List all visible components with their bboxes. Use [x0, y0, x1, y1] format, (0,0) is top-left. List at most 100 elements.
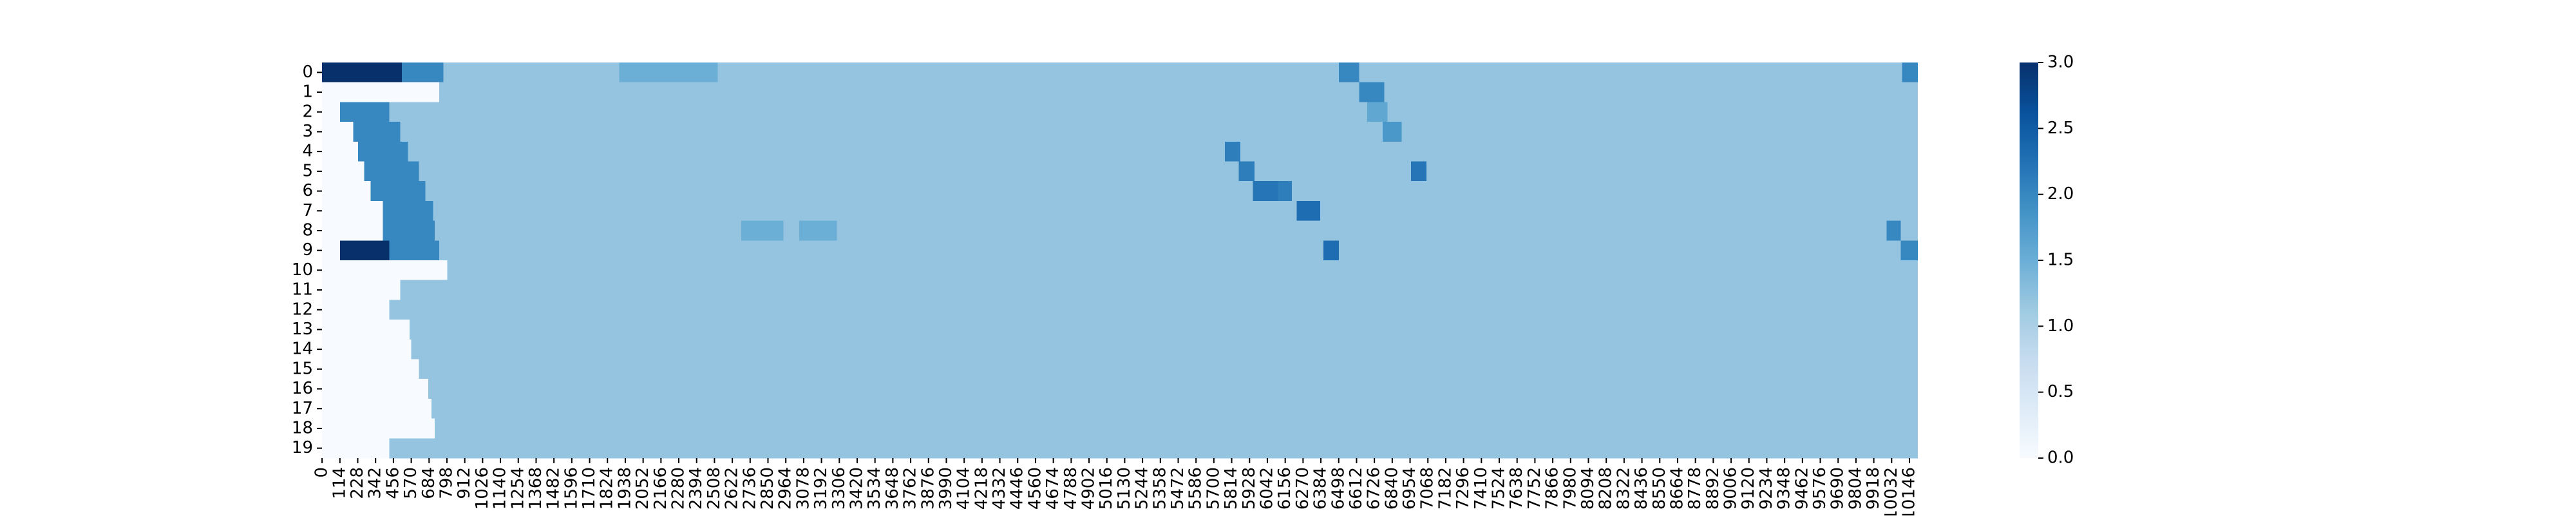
heatmap-cell — [322, 359, 1918, 379]
x-tick-label: 2850 — [758, 467, 777, 510]
heatmap-cell — [322, 339, 412, 360]
x-tick-label: 6384 — [1311, 467, 1331, 510]
heatmap-cell — [1224, 141, 1241, 162]
heatmap-cell — [322, 418, 435, 439]
x-tick-label: 6612 — [1347, 467, 1366, 510]
heatmap-cell — [1278, 181, 1293, 202]
y-tick-label: 15 — [292, 359, 313, 378]
heatmap-cell — [1296, 200, 1320, 222]
x-tick-label: 2736 — [740, 467, 759, 510]
y-tick-label: 19 — [292, 438, 313, 457]
heatmap-cell — [1359, 82, 1385, 102]
x-tick-label: 5928 — [1240, 467, 1259, 510]
y-tick-label: 4 — [302, 142, 313, 161]
heatmap-cell — [322, 398, 1918, 419]
x-tick-label: 3762 — [901, 467, 920, 510]
heatmap-cell — [322, 141, 358, 162]
colorbar-tick-label: 0.5 — [2047, 382, 2074, 401]
x-tick-label: 7068 — [1418, 467, 1437, 510]
x-tick-label: 2052 — [633, 467, 652, 510]
heatmap-cell — [1367, 102, 1388, 122]
x-tick-label: 8550 — [1650, 467, 1669, 510]
y-tick-label: 11 — [292, 280, 313, 300]
heatmap-cell — [322, 102, 340, 122]
heatmap-cell — [389, 240, 440, 261]
heatmap-cell — [322, 82, 440, 102]
x-tick-label: 9348 — [1775, 467, 1794, 510]
y-tick-label: 7 — [302, 201, 313, 220]
y-tick-label: 17 — [292, 399, 313, 418]
x-tick-label: 4788 — [1061, 467, 1081, 510]
x-tick-label: 3648 — [883, 467, 902, 510]
x-tick-label: 7182 — [1435, 467, 1455, 510]
x-tick-label: 2622 — [723, 467, 742, 510]
x-tick-label: 8778 — [1685, 467, 1705, 510]
x-tick-label: 8208 — [1596, 467, 1616, 510]
x-tick-label: 5244 — [1133, 467, 1152, 510]
x-tick-label: 7752 — [1525, 467, 1544, 510]
colorbar-tick-label: 2.0 — [2047, 184, 2074, 204]
heatmap-cell — [322, 82, 1918, 102]
heatmap-cell — [322, 161, 365, 182]
heatmap-cell — [322, 240, 340, 261]
heatmap-cell — [1253, 181, 1278, 202]
x-tick-label: 1140 — [491, 467, 510, 510]
heatmap-cell — [741, 220, 784, 241]
colorbar-tick-label: 1.0 — [2047, 316, 2074, 336]
heatmap-cell — [322, 260, 448, 281]
heatmap-cell — [322, 200, 1918, 222]
x-tick-label: 4332 — [990, 467, 1009, 510]
y-tick-label: 1 — [302, 82, 313, 102]
x-tick-label: 114 — [330, 467, 349, 499]
x-tick-label: 1026 — [473, 467, 492, 510]
heatmap-cell — [322, 320, 1918, 340]
y-tick-label: 14 — [292, 340, 313, 359]
x-tick-label: 6156 — [1275, 467, 1294, 510]
x-tick-label: 8094 — [1578, 467, 1598, 510]
x-tick-label: 5814 — [1222, 467, 1241, 510]
y-tick-label: 10 — [292, 260, 313, 280]
x-tick-label: 228 — [348, 467, 367, 499]
heatmap-cell — [1886, 220, 1901, 241]
heatmap-cell — [322, 359, 419, 379]
heatmap-cell — [322, 379, 1918, 399]
heatmap-cell — [322, 161, 1918, 182]
x-tick-label: 8436 — [1632, 467, 1651, 510]
heatmap-cell — [322, 300, 390, 320]
heatmap-cell — [383, 200, 433, 222]
x-tick-label: 5358 — [1150, 467, 1170, 510]
x-tick-label: 9690 — [1828, 467, 1848, 510]
heatmap-cell — [322, 200, 383, 222]
colorbar-tick-label: 2.5 — [2047, 119, 2074, 138]
colorbar-tick-label: 0.0 — [2047, 448, 2074, 468]
x-tick-label: 3078 — [793, 467, 813, 510]
x-tick-label: 2280 — [669, 467, 688, 510]
x-tick-label: 4674 — [1043, 467, 1063, 510]
x-tick-label: 4902 — [1079, 467, 1099, 510]
heatmap-cell — [322, 220, 383, 241]
y-tick-label: 6 — [302, 181, 313, 200]
x-tick-label: 5130 — [1115, 467, 1134, 510]
heatmap-cell — [322, 181, 371, 202]
x-tick-label: 10146 — [1900, 467, 1919, 515]
heatmap-cell — [1383, 122, 1402, 142]
x-tick-label: 7866 — [1543, 467, 1562, 510]
x-tick-label: 912 — [455, 467, 474, 499]
heatmap-cell — [1339, 62, 1359, 83]
heatmap-cell — [1900, 240, 1918, 261]
x-tick-label: 9576 — [1810, 467, 1830, 510]
heatmap-cell — [322, 260, 1918, 281]
x-tick-label: 7638 — [1507, 467, 1526, 510]
x-tick-label: 4446 — [1008, 467, 1027, 510]
x-tick-label: 3990 — [936, 467, 956, 510]
heatmap-cell — [322, 300, 1918, 320]
heatmap-cell — [322, 62, 1918, 83]
x-tick-label: 2394 — [687, 467, 706, 510]
heatmap-cell — [370, 181, 426, 202]
heatmap-cell — [322, 438, 390, 459]
heatmap-cell — [383, 220, 435, 241]
x-tick-label: 6840 — [1382, 467, 1401, 510]
heatmap-cell — [322, 398, 432, 419]
heatmap-cell — [322, 141, 1918, 162]
